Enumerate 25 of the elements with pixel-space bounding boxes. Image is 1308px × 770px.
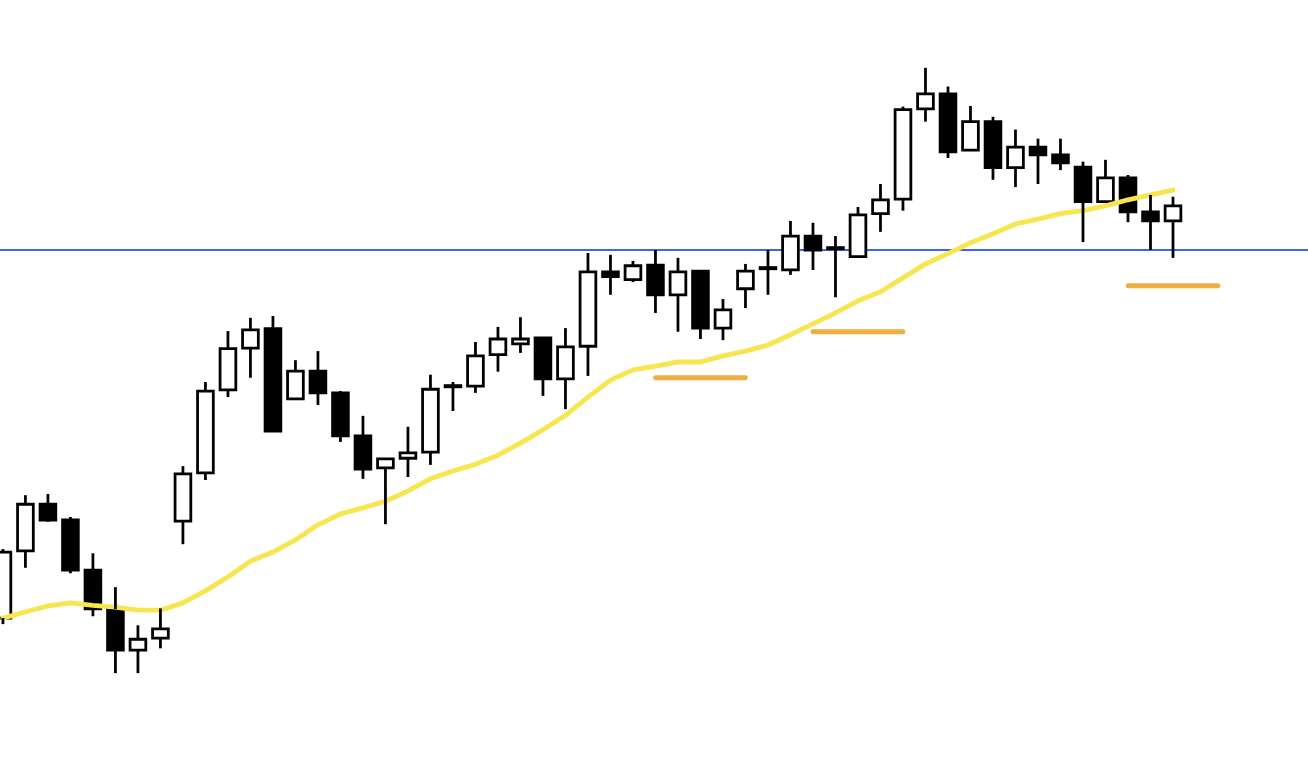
candlestick xyxy=(758,248,778,297)
candlestick xyxy=(871,182,890,234)
candlestick xyxy=(106,585,125,675)
candlestick xyxy=(646,248,665,315)
candlestick xyxy=(736,262,755,310)
candlestick xyxy=(1141,193,1160,252)
candlestick xyxy=(466,340,485,395)
candlestick xyxy=(61,515,80,575)
candlestick xyxy=(151,606,170,650)
candlestick xyxy=(826,234,845,299)
candlestick xyxy=(241,316,260,380)
candlestick xyxy=(556,326,575,411)
candlestick xyxy=(1006,128,1025,189)
candlestick xyxy=(601,253,620,297)
candlestick xyxy=(691,269,710,341)
candlestick xyxy=(196,380,215,482)
candlestick xyxy=(781,219,800,277)
candlestick xyxy=(421,373,440,467)
candlestick xyxy=(398,425,418,479)
candlestick xyxy=(16,493,35,570)
candlestick xyxy=(511,315,530,355)
candlestick xyxy=(1051,137,1070,172)
candlestick xyxy=(578,251,598,378)
candlestick xyxy=(331,389,350,444)
candlestick xyxy=(916,66,935,124)
